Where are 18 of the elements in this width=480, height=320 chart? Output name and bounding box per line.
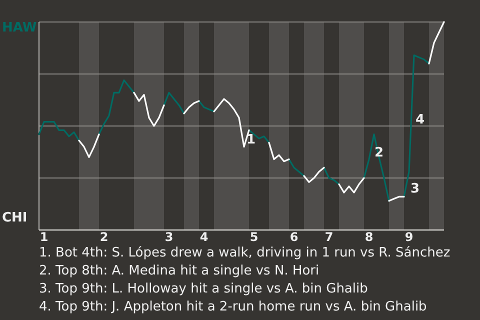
annotation: 1 (246, 132, 256, 148)
x-tick-label: 5 (250, 230, 258, 244)
text: 2. Top 8th: A. Medina hit a single vs N. Hori (39, 264, 320, 278)
annotation: 2 (374, 146, 384, 160)
text: CHI (2, 210, 28, 226)
text: 4. Top 9th: J. Appleton hit a 2-run home run vs A. bin Ghalib (39, 300, 427, 314)
text: 1. Bot 4th: S. Lópes drew a walk, driving in 1 run vs R. Sánchez (39, 246, 450, 260)
x-tick-label: 6 (290, 230, 298, 244)
text: 3. Top 9th: L. Holloway hit a single vs A. bin Ghalib (39, 282, 368, 296)
x-tick-label: 8 (364, 230, 374, 244)
annotation: 3 (410, 182, 420, 196)
annotation: 4 (415, 112, 425, 128)
x-tick-label: 9 (404, 230, 414, 244)
x-tick-label: 7 (324, 230, 334, 244)
x-tick-label: 1 (40, 230, 48, 244)
x-tick-label: 2 (100, 230, 108, 244)
x-tick-label: 4 (200, 230, 208, 244)
x-tick-label: 3 (164, 230, 174, 244)
